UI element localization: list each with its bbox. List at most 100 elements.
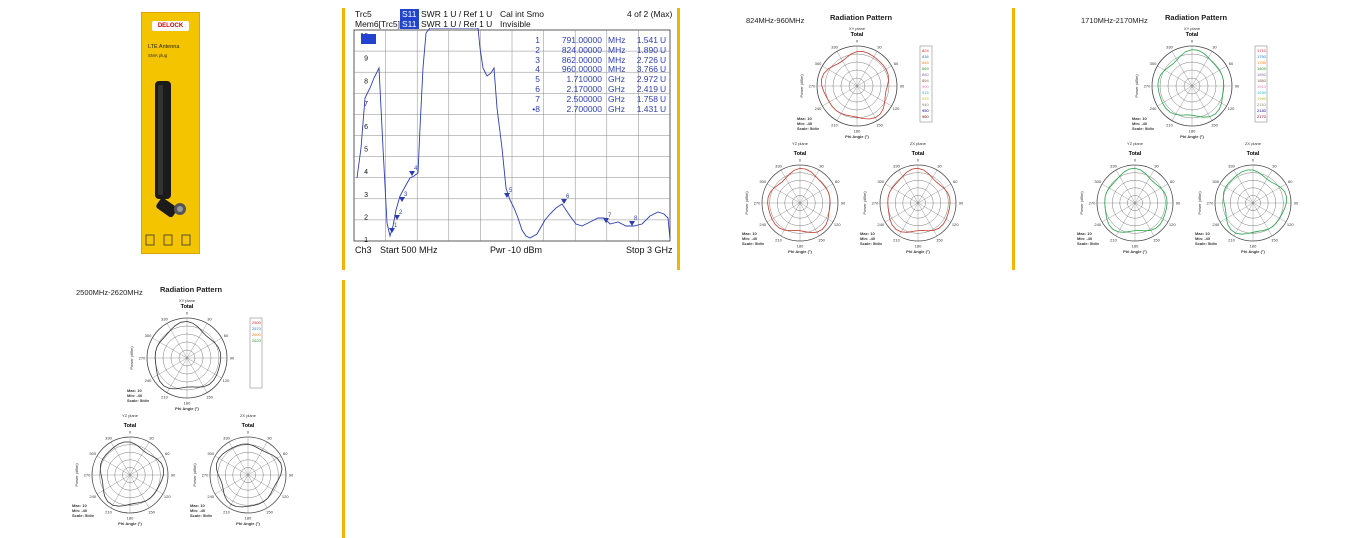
angle-tick: 150 xyxy=(1271,238,1278,243)
angle-tick: 330 xyxy=(105,435,112,440)
angle-tick: 0 xyxy=(1134,158,1137,163)
radiation-pattern-tile[interactable]: 2500MHz-2620MHz Radiation Pattern XY plane… xyxy=(20,280,338,535)
angle-tick: 60 xyxy=(224,333,229,338)
marker-unit: MHz xyxy=(608,64,628,74)
angle-tick: 180 xyxy=(245,516,252,521)
marker-freq: 862.00000 xyxy=(547,55,602,65)
angle-tick: 240 xyxy=(815,106,822,111)
marker-freq: 2.700000 xyxy=(547,104,602,114)
angle-tick: 270 xyxy=(1144,84,1151,89)
marker-u: U xyxy=(660,45,668,55)
angle-tick: 120 xyxy=(164,494,171,499)
polar-plot: 0 30 60 90 120 150 180 210 240 270 300 330 Total Powe… xyxy=(127,304,235,411)
angle-tick: 270 xyxy=(202,473,209,478)
total-label: Total xyxy=(124,423,137,429)
polar-plot: 0 30 60 90 120 150 180 210 240 270 300 330 Total Powe… xyxy=(72,423,176,526)
angle-tick: 270 xyxy=(1089,201,1096,206)
start-freq: Start 500 MHz xyxy=(380,245,438,255)
marker-n: 5 xyxy=(532,74,540,84)
marker-unit: GHz xyxy=(608,94,628,104)
legend-entry: 2140 xyxy=(1257,108,1267,113)
scale-scale: Scale: 5/div xyxy=(190,513,213,518)
angle-tick: 300 xyxy=(1212,179,1219,184)
legend-entry: 2570 xyxy=(252,326,262,331)
angle-tick: 120 xyxy=(282,494,289,499)
angle-tick: 330 xyxy=(223,435,230,440)
angle-tick: 0 xyxy=(247,430,250,435)
phi-angle-label: Phi Angle (°) xyxy=(1123,249,1147,254)
power-axis-label: Power (dBm) xyxy=(799,74,804,98)
radiation-pattern-tile[interactable]: 824MHz-960MHz Radiation Pattern XY plane YZ… xyxy=(690,8,1008,263)
radiation-pattern-tile[interactable]: 1710MHz-2170MHz Radiation Pattern XY plane… xyxy=(1025,8,1343,263)
power-axis-label: Power (dBm) xyxy=(74,463,79,487)
total-label: Total xyxy=(242,423,255,429)
angle-tick: 180 xyxy=(854,129,861,134)
plane-label: XY plane xyxy=(849,26,866,31)
marker-u: U xyxy=(660,84,668,94)
angle-tick: 120 xyxy=(1228,106,1235,111)
legend-entry: 2500 xyxy=(252,320,262,325)
power-axis-label: Power (dBm) xyxy=(129,346,134,370)
angle-tick: 120 xyxy=(834,222,841,227)
marker-count: 4 of 2 (Max) xyxy=(627,9,672,19)
angle-tick: 60 xyxy=(283,451,288,456)
marker-u: U xyxy=(660,55,668,65)
frequency-legend: 824836848869880894900915925940950960 xyxy=(920,46,932,122)
angle-tick: 60 xyxy=(1170,179,1175,184)
angle-tick: 210 xyxy=(105,510,112,515)
angle-tick: 210 xyxy=(1166,122,1173,127)
plane-label: XY plane xyxy=(1184,26,1201,31)
angle-tick: 150 xyxy=(1153,238,1160,243)
legend-entry: 848 xyxy=(922,60,929,65)
y-tick-label: 9 xyxy=(364,56,368,63)
angle-tick: 150 xyxy=(206,394,213,399)
legend-entry: 1710 xyxy=(1257,48,1267,53)
angle-tick: 210 xyxy=(775,238,782,243)
angle-tick: 150 xyxy=(936,238,943,243)
angle-tick: 270 xyxy=(809,84,816,89)
angle-tick: 330 xyxy=(893,163,900,168)
marker-u: U xyxy=(660,35,668,45)
marker-freq: 824.00000 xyxy=(547,45,602,55)
stop-freq: Stop 3 GHz xyxy=(626,245,673,255)
phi-angle-label: Phi Angle (°) xyxy=(118,521,142,526)
trace-param: S11 xyxy=(400,9,419,19)
frequency-legend: 1710175017851805185018801910193019902110… xyxy=(1255,46,1267,122)
angle-tick: 150 xyxy=(876,122,883,127)
plane-label: YZ plane xyxy=(792,141,809,146)
angle-tick: 270 xyxy=(872,201,879,206)
scale-marker-icon xyxy=(361,34,376,44)
scale-scale: Scale: 5/div xyxy=(742,241,765,246)
product-box-image[interactable]: DELOCK LTE Antenna SMA plug xyxy=(141,12,200,254)
angle-tick: 270 xyxy=(1207,201,1214,206)
polar-plot: 0 30 60 90 120 150 180 210 240 270 300 330 Total Powe… xyxy=(1195,151,1299,254)
legend-entry: 1990 xyxy=(1257,96,1267,101)
antenna-image xyxy=(142,13,199,253)
phi-angle-label: Phi Angle (°) xyxy=(236,521,260,526)
tile-separator xyxy=(1012,8,1015,270)
angle-tick: 210 xyxy=(831,122,838,127)
angle-tick: 60 xyxy=(1288,179,1293,184)
scale-scale: Scale: 5/div xyxy=(1077,241,1100,246)
tile-separator xyxy=(677,8,680,270)
frequency-legend: 2500257026002620 xyxy=(250,318,262,388)
angle-tick: 150 xyxy=(266,510,273,515)
marker-freq: 1.710000 xyxy=(547,74,602,84)
phi-angle-label: Phi Angle (°) xyxy=(1241,249,1265,254)
angle-tick: 150 xyxy=(1211,122,1218,127)
plane-label: YZ plane xyxy=(122,413,139,418)
marker-freq: 2.170000 xyxy=(547,84,602,94)
legend-entry: 1785 xyxy=(1257,60,1267,65)
scale-scale: Scale: 5/div xyxy=(1132,126,1155,131)
angle-tick: 120 xyxy=(1287,222,1294,227)
angle-tick: 30 xyxy=(1154,163,1159,168)
angle-tick: 330 xyxy=(831,45,838,50)
trace-label: Trc5 xyxy=(355,9,372,19)
pattern-curve xyxy=(1223,170,1286,234)
angle-tick: 180 xyxy=(797,244,804,249)
phi-angle-label: Phi Angle (°) xyxy=(906,249,930,254)
marker-unit: GHz xyxy=(608,84,628,94)
angle-tick: 330 xyxy=(1228,163,1235,168)
angle-tick: 0 xyxy=(799,158,802,163)
legend-entry: 960 xyxy=(922,114,929,119)
